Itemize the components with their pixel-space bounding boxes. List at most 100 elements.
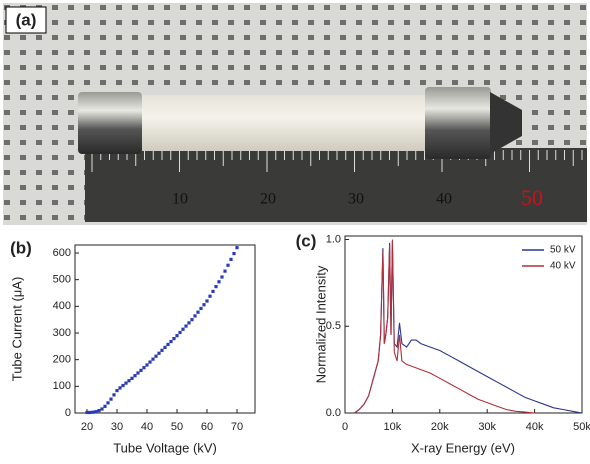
data-point — [100, 407, 104, 411]
x-tick-label: 0 — [342, 421, 348, 433]
y-tick-label: 400 — [53, 300, 71, 312]
ruler-label: 20 — [260, 191, 276, 208]
data-point — [85, 410, 89, 415]
data-point — [232, 251, 236, 256]
ruler-label: 50 — [521, 185, 543, 210]
plot-frame — [74, 244, 256, 414]
data-point — [148, 360, 152, 364]
data-point — [193, 314, 197, 318]
data-point — [136, 371, 140, 375]
panel-label: (a) — [16, 10, 37, 29]
data-point — [175, 334, 179, 338]
data-point — [112, 393, 116, 397]
x-tick-label: 10k — [384, 421, 402, 433]
panel-label-box — [5, 6, 47, 34]
x-tick-label: 20k — [431, 421, 449, 433]
ruler-label: 40 — [436, 191, 452, 208]
y-tick-label: 100 — [53, 380, 71, 392]
data-point — [220, 275, 224, 279]
data-point — [226, 263, 230, 267]
data-point — [199, 306, 203, 311]
y-tick-label: 0.0 — [326, 407, 341, 419]
data-point — [166, 342, 170, 347]
panel-label: (b) — [10, 238, 32, 257]
x-tick-label: 30 — [111, 421, 123, 433]
data-point — [181, 327, 185, 331]
x-tick-label: 40 — [141, 421, 153, 433]
series-line — [354, 239, 535, 414]
data-point — [190, 318, 194, 322]
data-point — [163, 345, 167, 349]
x-tick-label: 60 — [201, 421, 213, 433]
data-point — [97, 409, 101, 413]
data-point — [115, 389, 119, 393]
y-tick-label: 500 — [53, 274, 71, 286]
plot-frame — [344, 235, 583, 414]
data-point — [109, 397, 113, 401]
data-point — [94, 410, 98, 414]
data-point — [91, 410, 95, 414]
y-tick-label: 300 — [53, 327, 71, 339]
x-tick-label: 50 — [171, 421, 183, 433]
data-point — [235, 246, 239, 250]
data-point — [142, 366, 146, 370]
x-axis-title: X-ray Energy (eV) — [411, 440, 515, 455]
data-point — [160, 348, 164, 352]
y-tick-label: 0.5 — [326, 320, 341, 332]
legend-label: 50 kV — [550, 245, 576, 256]
data-point — [187, 321, 191, 325]
data-point — [139, 368, 143, 372]
data-point — [133, 374, 137, 378]
metal-cap — [78, 92, 142, 154]
data-point — [169, 339, 173, 344]
x-tick-label: 40k — [526, 421, 544, 433]
y-axis-title: Normalized Intensity — [313, 265, 328, 383]
y-tick-label: 200 — [53, 354, 71, 366]
data-point — [130, 376, 134, 380]
y-tick-label: 0 — [65, 407, 71, 419]
x-tick-label: 20 — [81, 421, 93, 433]
x-tick-label: 70 — [231, 421, 243, 433]
x-axis-title: Tube Voltage (kV) — [113, 440, 217, 455]
data-point — [124, 381, 128, 385]
legend-label: 40 kV — [550, 261, 576, 272]
panel-label-box — [287, 229, 325, 253]
data-point — [184, 324, 188, 328]
ruler — [85, 148, 587, 222]
data-point — [196, 310, 200, 314]
y-tick-label: 1.0 — [326, 233, 341, 245]
data-point — [229, 257, 233, 261]
data-point — [106, 401, 110, 405]
x-tick-label: 50k — [573, 421, 590, 433]
ceramic-tube — [140, 95, 430, 151]
data-point — [214, 285, 218, 289]
data-point — [205, 299, 209, 303]
x-tick-label: 30k — [478, 421, 496, 433]
ruler-label: 30 — [348, 191, 364, 208]
data-point — [208, 294, 212, 298]
y-axis-title: Tube Current (μA) — [9, 277, 24, 382]
anode-tip — [490, 92, 522, 154]
y-tick-label: 600 — [53, 247, 71, 259]
data-point — [223, 269, 227, 273]
data-point — [127, 379, 131, 383]
data-point — [88, 410, 92, 415]
data-point — [145, 363, 149, 367]
data-point — [154, 354, 158, 358]
data-point — [103, 404, 107, 408]
photo: 10 20 30 40 50 (a) — [3, 3, 587, 225]
panel-label: (c) — [296, 231, 317, 250]
data-point — [202, 303, 206, 307]
charts: 20 30 40 50 60 70 0 100 200 300 400 500 600 Tube Volt… — [2, 229, 590, 455]
data-point — [157, 351, 161, 355]
ruler-label: 10 — [172, 191, 188, 208]
metal-cap — [425, 87, 491, 159]
data-point — [118, 386, 122, 390]
data-point — [172, 337, 176, 341]
data-point — [211, 289, 215, 293]
data-point — [217, 280, 221, 284]
data-point — [178, 330, 182, 335]
data-point — [121, 383, 125, 388]
data-point — [151, 357, 155, 361]
